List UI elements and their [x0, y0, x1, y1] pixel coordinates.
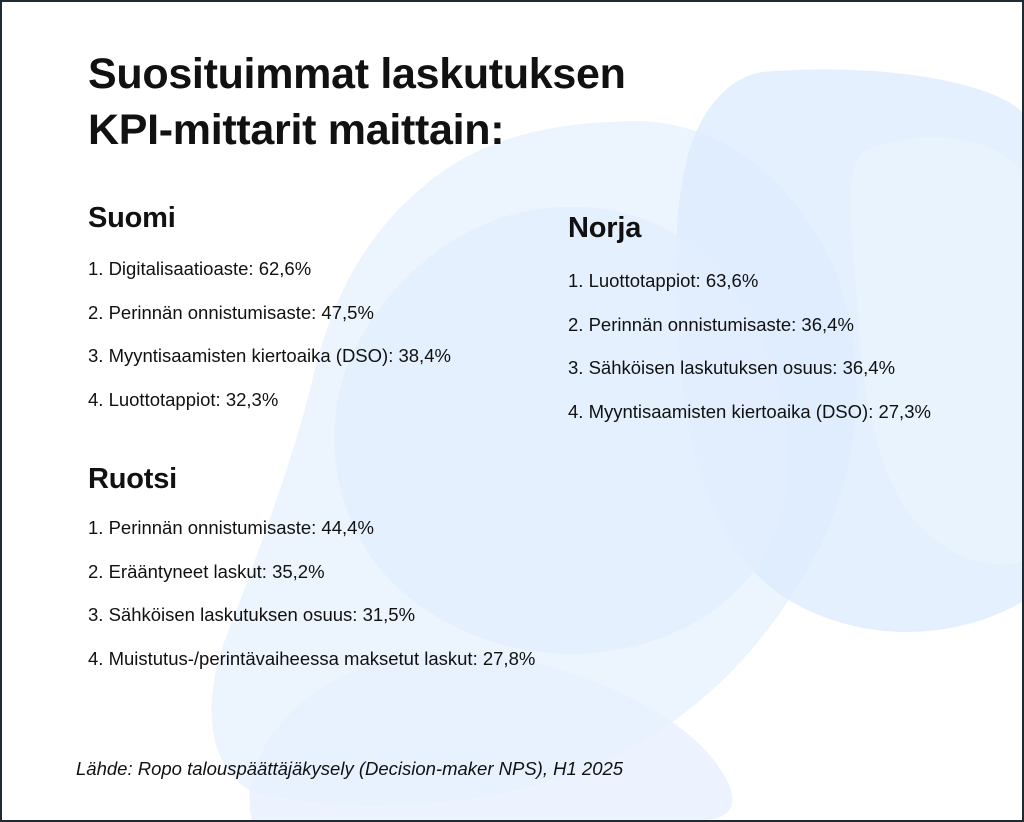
section-suomi: Suomi 1. Digitalisaatioaste: 62,6% 2. Pe… [88, 200, 451, 432]
title-line-2: KPI-mittarit maittain: [88, 106, 505, 154]
list-item: 1. Perinnän onnistumisaste: 44,4% [88, 517, 374, 538]
kpi-list-suomi: 1. Digitalisaatioaste: 62,6% 2. Perinnän… [88, 258, 451, 411]
list-item: 3. Myyntisaamisten kiertoaika (DSO): 38,… [88, 345, 451, 366]
list-item: 1. Digitalisaatioaste: 62,6% [88, 258, 312, 279]
list-item: 2. Perinnän onnistumisaste: 36,4% [568, 313, 854, 335]
section-norja: Norja 1. Luottotappiot: 63,6% 2. Perinnä… [568, 210, 931, 444]
page-title: Suosituimmat laskutuksen KPI-mittarit ma… [88, 46, 626, 158]
background-blob-bottom [249, 652, 733, 820]
list-item: 3. Sähköisen laskutuksen osuus: 36,4% [568, 357, 896, 378]
list-item: 3. Sähköisen laskutuksen osuus: 31,5% [88, 604, 416, 625]
list-item: 1. Luottotappiot: 63,6% [568, 270, 759, 291]
list-item: 4. Muistutus-/perintävaiheessa maksetut … [88, 647, 536, 669]
section-heading-norja: Norja [568, 212, 642, 244]
section-heading-ruotsi: Ruotsi [88, 463, 178, 495]
list-item: 4. Myyntisaamisten kiertoaika (DSO): 27,… [568, 400, 931, 422]
source-note: Lähde: Ropo talouspäättäjäkysely (Decisi… [76, 758, 624, 779]
kpi-list-ruotsi: 1. Perinnän onnistumisaste: 44,4% 2. Erä… [88, 517, 535, 670]
background-blob-edge [850, 137, 1022, 565]
kpi-list-norja: 1. Luottotappiot: 63,6% 2. Perinnän onni… [568, 270, 931, 423]
list-item: 2. Erääntyneet laskut: 35,2% [88, 560, 325, 582]
section-ruotsi: Ruotsi 1. Perinnän onnistumisaste: 44,4%… [88, 461, 535, 691]
list-item: 2. Perinnän onnistumisaste: 47,5% [88, 301, 374, 323]
section-heading-suomi: Suomi [88, 202, 176, 234]
background-blob-mid [334, 206, 789, 654]
list-item: 4. Luottotappiot: 32,3% [88, 388, 279, 410]
title-line-1: Suosituimmat laskutuksen [88, 50, 626, 98]
